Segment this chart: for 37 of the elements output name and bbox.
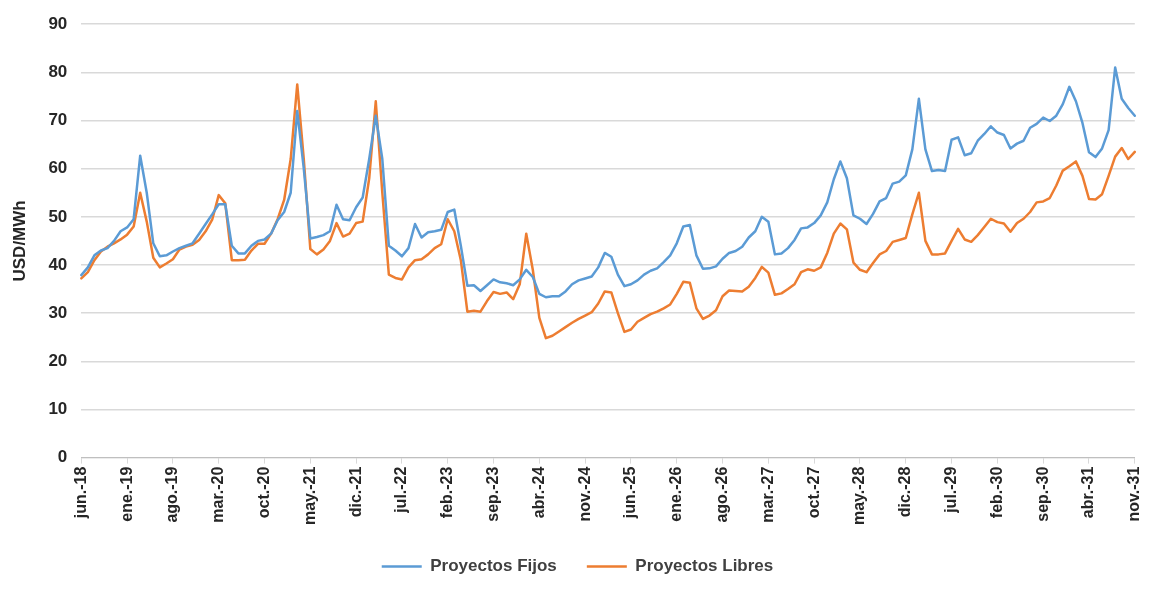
x-tick-label: may.-28 (850, 466, 868, 525)
x-tick-label: ene.-26 (667, 466, 685, 522)
legend-label: Proyectos Libres (635, 556, 774, 576)
y-tick-label: 40 (48, 254, 68, 274)
x-tick-label: jun.-18 (71, 466, 89, 520)
x-tick-label: abr.-24 (529, 466, 547, 519)
y-tick-label: 20 (48, 350, 68, 370)
legend-label: Proyectos Fijos (430, 556, 557, 576)
x-tick-label: may.-21 (300, 466, 318, 525)
x-tick-label: abr.-31 (1079, 466, 1097, 519)
x-tick-label: jul.-22 (392, 466, 410, 514)
x-tick-label: mar.-27 (758, 466, 776, 523)
y-tick-label: 30 (48, 302, 68, 322)
x-tick-label: mar.-20 (209, 466, 227, 523)
y-tick-label: 10 (48, 399, 68, 419)
y-tick-label: 60 (48, 158, 68, 178)
x-tick-label: jun.-25 (621, 466, 639, 520)
x-tick-label: jul.-29 (941, 466, 959, 514)
x-tick-label: oct.-27 (804, 466, 822, 519)
y-tick-label: 80 (48, 62, 68, 82)
x-tick-label: ago.-19 (163, 466, 181, 523)
x-tick-label: oct.-20 (254, 466, 272, 519)
x-tick-label: sep.-23 (483, 466, 501, 522)
x-tick-label: dic.-28 (896, 466, 914, 518)
x-tick-label: feb.-23 (438, 466, 456, 519)
y-axis-title: USD/MWh (9, 200, 29, 282)
x-tick-label: nov.-24 (575, 466, 593, 522)
x-tick-label: sep.-30 (1033, 466, 1051, 522)
x-tick-label: ago.-26 (712, 466, 730, 523)
x-tick-label: feb.-30 (987, 466, 1005, 519)
x-tick-label: ene.-19 (117, 466, 135, 522)
y-tick-label: 90 (48, 13, 68, 33)
y-tick-label: 50 (48, 206, 68, 226)
x-tick-label: dic.-21 (346, 466, 364, 518)
y-tick-label: 70 (48, 110, 68, 130)
y-tick-label: 0 (57, 447, 68, 467)
x-tick-label: nov.-31 (1125, 466, 1143, 522)
